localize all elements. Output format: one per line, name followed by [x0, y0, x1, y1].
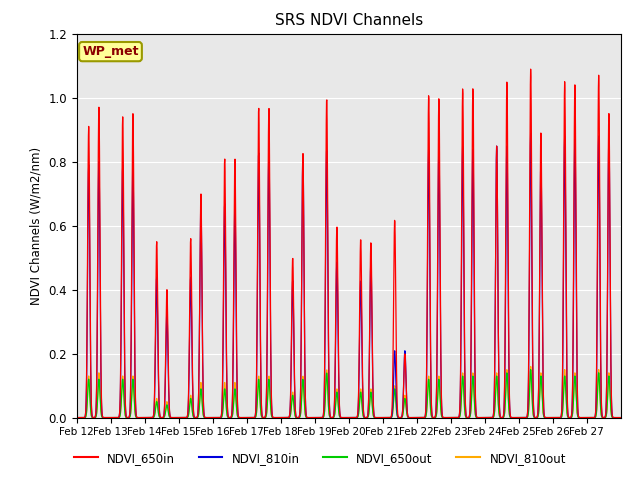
NDVI_810out	[527, 363, 534, 369]
NDVI_650in	[588, 415, 595, 420]
NDVI_810in	[359, 403, 367, 409]
Line: NDVI_650in: NDVI_650in	[77, 69, 621, 418]
Line: NDVI_650out: NDVI_650out	[77, 370, 621, 418]
NDVI_810in	[271, 415, 278, 420]
Text: WP_met: WP_met	[82, 45, 139, 58]
NDVI_650out	[141, 415, 148, 420]
NDVI_810in	[585, 415, 593, 420]
NDVI_650in	[527, 66, 534, 72]
NDVI_650out	[211, 415, 219, 420]
NDVI_810out	[585, 415, 593, 420]
NDVI_810in	[73, 415, 81, 420]
NDVI_810out	[588, 415, 595, 420]
NDVI_810out	[211, 415, 219, 420]
NDVI_810out	[141, 415, 148, 420]
NDVI_650in	[271, 415, 278, 420]
NDVI_650in	[73, 415, 81, 420]
NDVI_650in	[211, 415, 218, 420]
NDVI_650in	[250, 415, 257, 420]
Line: NDVI_810out: NDVI_810out	[77, 366, 621, 418]
NDVI_810in	[527, 130, 534, 136]
NDVI_810in	[413, 415, 420, 420]
NDVI_810in	[588, 415, 595, 420]
NDVI_650out	[527, 367, 534, 372]
NDVI_650out	[73, 415, 81, 420]
NDVI_810out	[73, 415, 81, 420]
NDVI_810out	[617, 415, 625, 420]
NDVI_650out	[250, 415, 257, 420]
NDVI_650out	[617, 415, 625, 420]
NDVI_650in	[617, 415, 625, 420]
NDVI_810in	[617, 415, 625, 420]
NDVI_810out	[271, 415, 278, 420]
NDVI_650in	[413, 415, 420, 420]
NDVI_810out	[360, 413, 367, 419]
NDVI_650out	[588, 415, 595, 420]
NDVI_650out	[271, 415, 278, 420]
NDVI_810out	[250, 415, 257, 420]
Y-axis label: NDVI Channels (W/m2/nm): NDVI Channels (W/m2/nm)	[30, 146, 43, 305]
NDVI_650in	[585, 415, 593, 420]
Line: NDVI_810in: NDVI_810in	[77, 133, 621, 418]
NDVI_650out	[360, 414, 367, 420]
Title: SRS NDVI Channels: SRS NDVI Channels	[275, 13, 423, 28]
NDVI_810in	[250, 415, 257, 420]
NDVI_650in	[359, 400, 367, 406]
NDVI_650out	[585, 415, 593, 420]
NDVI_810in	[211, 415, 218, 420]
Legend: NDVI_650in, NDVI_810in, NDVI_650out, NDVI_810out: NDVI_650in, NDVI_810in, NDVI_650out, NDV…	[69, 447, 571, 469]
